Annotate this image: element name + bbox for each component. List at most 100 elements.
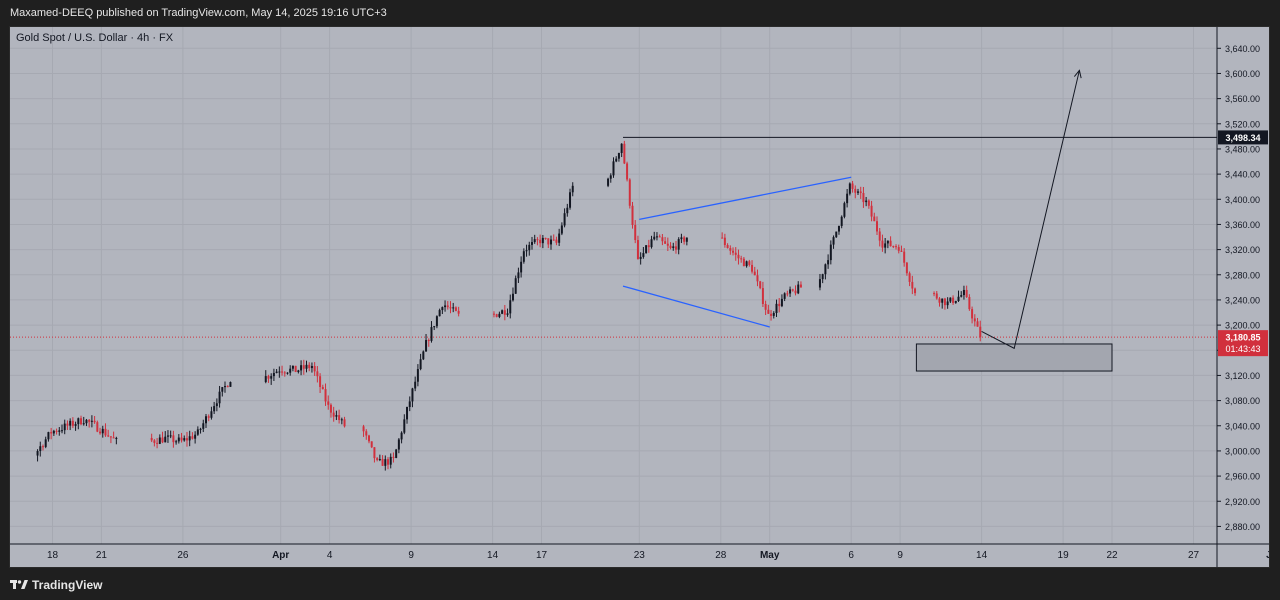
candle-body <box>300 365 303 371</box>
candle-body <box>683 237 686 242</box>
candle-body <box>544 237 547 239</box>
candle-body <box>441 307 444 311</box>
candle-body <box>452 307 455 309</box>
candle-body <box>818 279 821 288</box>
candles-layer <box>36 140 982 471</box>
candle-body <box>962 289 965 296</box>
candle-body <box>202 423 205 429</box>
candle-body <box>172 435 175 443</box>
candle-body <box>552 239 555 241</box>
candle-body <box>726 245 729 249</box>
y-tick-label: 3,440.00 <box>1225 170 1260 180</box>
candle-body <box>503 310 506 315</box>
publisher-line: Maxamed-DEEQ published on TradingView.co… <box>10 7 387 19</box>
candle-body <box>335 415 338 417</box>
candle-body <box>433 326 436 328</box>
candle-body <box>664 241 667 244</box>
candle-body <box>340 419 343 421</box>
candle-body <box>723 237 726 246</box>
pattern-upper-line <box>639 176 852 221</box>
candle-body <box>495 314 498 317</box>
x-tick-label: 18 <box>47 550 59 561</box>
candle-body <box>756 275 759 282</box>
candle-body <box>655 236 658 238</box>
y-tick-label: 3,480.00 <box>1225 144 1260 154</box>
candle-body <box>397 439 400 450</box>
candle-body <box>158 437 161 444</box>
candle-body <box>680 237 683 240</box>
projection-path <box>981 70 1080 350</box>
candle-body <box>873 216 876 222</box>
candle-body <box>406 406 409 420</box>
price-chart[interactable]: 2,880.00 2,920.00 2,960.00 3,000.00 3,040.00… <box>10 27 1269 567</box>
candle-body <box>626 163 629 180</box>
candle-body <box>367 435 370 442</box>
candle-body <box>400 432 403 440</box>
candle-body <box>558 233 561 243</box>
candle-body <box>685 237 688 242</box>
candle-body <box>732 250 735 253</box>
candle-body <box>550 239 553 245</box>
candle-body <box>71 420 74 426</box>
countdown-label: 01:43:43 <box>1225 344 1260 354</box>
x-tick-label: 14 <box>487 550 499 561</box>
candle-body <box>617 153 620 159</box>
candle-body <box>843 203 846 217</box>
candle-body <box>324 389 327 402</box>
candle-body <box>973 318 976 322</box>
candle-body <box>66 423 69 426</box>
candle-body <box>560 225 563 234</box>
x-tick-label: 4 <box>327 550 333 561</box>
candle-body <box>829 244 832 261</box>
candle-body <box>862 193 865 203</box>
candle-body <box>446 305 449 308</box>
candle-body <box>327 401 330 405</box>
candle-body <box>636 240 639 259</box>
candle-body <box>770 313 773 316</box>
candle-body <box>832 237 835 245</box>
candle-body <box>221 387 224 392</box>
candle-body <box>745 261 748 267</box>
candle-body <box>511 293 514 301</box>
candle-body <box>848 183 851 194</box>
candle-body <box>607 178 610 186</box>
x-tick-label: 27 <box>1188 550 1200 561</box>
candle-body <box>343 419 346 427</box>
y-tick-label: 3,400.00 <box>1225 195 1260 205</box>
drawing-layer <box>10 69 1217 372</box>
candle-body <box>218 391 221 404</box>
candle-body <box>547 238 550 245</box>
candle-body <box>960 295 963 297</box>
candle-body <box>941 298 944 303</box>
y-tick-label: 3,240.00 <box>1225 295 1260 305</box>
candle-body <box>952 297 955 303</box>
candle-body <box>938 298 941 303</box>
candle-body <box>674 246 677 250</box>
candle-body <box>669 245 672 249</box>
candle-body <box>275 371 278 373</box>
x-tick-label: Jun <box>1266 550 1269 561</box>
candle-body <box>188 436 191 441</box>
x-tick-label: May <box>760 550 780 561</box>
candle-body <box>721 237 724 239</box>
candle-body <box>737 254 740 259</box>
x-tick-label: 26 <box>177 550 189 561</box>
candle-body <box>449 307 452 309</box>
candle-body <box>77 418 80 425</box>
candle-body <box>895 246 898 248</box>
candle-body <box>517 272 520 279</box>
pattern-lower-line <box>622 285 770 328</box>
y-tick-label: 3,640.00 <box>1225 44 1260 54</box>
candle-body <box>281 371 284 373</box>
candle-body <box>50 432 53 434</box>
candle-body <box>840 216 843 226</box>
candle-body <box>612 161 615 176</box>
candle-body <box>69 420 72 426</box>
publisher-header: Maxamed-DEEQ published on TradingView.co… <box>0 0 1280 26</box>
candle-body <box>294 365 297 373</box>
x-tick-label: 28 <box>715 550 727 561</box>
candle-body <box>764 303 767 310</box>
candle-body <box>729 248 732 251</box>
candle-body <box>878 231 881 241</box>
candle-body <box>539 239 542 244</box>
